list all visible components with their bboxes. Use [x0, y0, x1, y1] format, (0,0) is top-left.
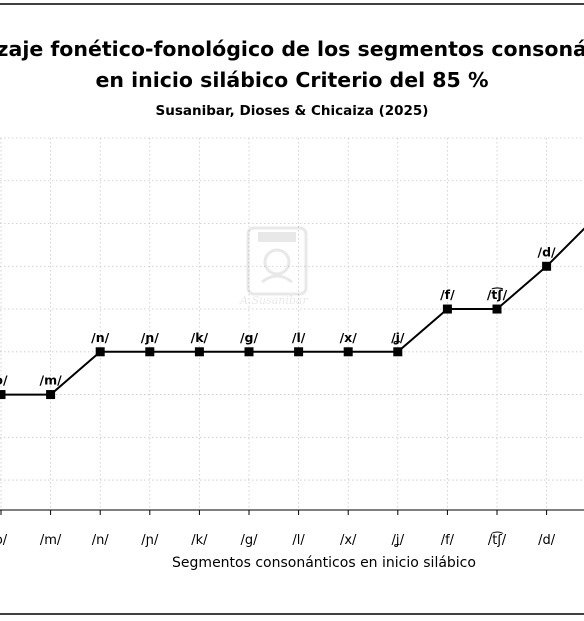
- x-tick-label: /ɲ/: [141, 533, 159, 548]
- data-point-label: /ʝ/: [391, 330, 405, 345]
- x-axis-title: Segmentos consonánticos en inicio silábi…: [172, 555, 476, 571]
- data-point-marker: [95, 347, 105, 357]
- data-point-marker: [492, 304, 502, 314]
- svg-text:A.Susanibar: A.Susanibar: [239, 294, 308, 307]
- data-point-marker: [0, 390, 6, 400]
- x-tick-label: /x/: [340, 533, 357, 548]
- data-point-marker: [244, 347, 254, 357]
- chart-title-line2: en inicio silábico Criterio del 85 %: [95, 68, 489, 92]
- data-point-marker: [542, 261, 552, 271]
- data-point-label: /m/: [40, 373, 63, 388]
- x-tick-label: /ʝ/: [392, 533, 405, 548]
- grid-lines: [0, 137, 584, 510]
- series-markers: [0, 261, 552, 400]
- data-point-label: /l/: [292, 330, 306, 345]
- point-labels: o/ /m/ /n/ /ɲ/ /k/ /g/ /l/ /x/ /ʝ/ /f/ /t͡ʃ/ /d/: [0, 244, 556, 387]
- x-tick-label: /n/: [92, 533, 110, 548]
- chart-subtitle: Susanibar, Dioses & Chicaiza (2025): [155, 103, 429, 119]
- data-point-marker: [145, 347, 155, 357]
- x-tick-label: /d/: [538, 533, 556, 548]
- data-point-label: o/: [0, 373, 8, 388]
- x-tick-label: o/: [0, 533, 8, 548]
- watermark-logo: A.Susanibar: [239, 226, 308, 307]
- data-point-marker: [442, 304, 452, 314]
- x-tick-label: /l/: [292, 533, 305, 548]
- data-point-marker: [294, 347, 304, 357]
- data-point-marker: [46, 390, 56, 400]
- data-point-label: /n/: [91, 330, 109, 345]
- data-point-label: /x/: [340, 330, 358, 345]
- x-tick-label: /f/: [441, 533, 455, 548]
- data-point-label: /k/: [191, 330, 209, 345]
- x-tick-label: /g/: [240, 533, 258, 548]
- x-tick-label: /t͡ʃ/: [488, 532, 507, 548]
- x-tick-label: /k/: [191, 533, 208, 548]
- x-tick-label: /m/: [40, 533, 62, 548]
- data-point-label: /f/: [440, 287, 455, 302]
- data-point-label: /g/: [240, 330, 259, 345]
- data-point-marker: [393, 347, 403, 357]
- data-point-marker: [194, 347, 204, 357]
- data-point-marker: [343, 347, 353, 357]
- x-tick-labels: o/ /m/ /n/ /ɲ/ /k/ /g/ /l/ /x/ /ʝ/ /f/ /t͡ʃ/ /d/: [0, 532, 556, 548]
- data-point-label: /t͡ʃ/: [487, 287, 508, 302]
- data-point-label: /ɲ/: [141, 330, 159, 345]
- x-ticks: [0, 510, 548, 515]
- data-point-label: /d/: [538, 244, 557, 259]
- chart-title-line1: lizaje fonético-fonológico de los segmen…: [0, 37, 584, 61]
